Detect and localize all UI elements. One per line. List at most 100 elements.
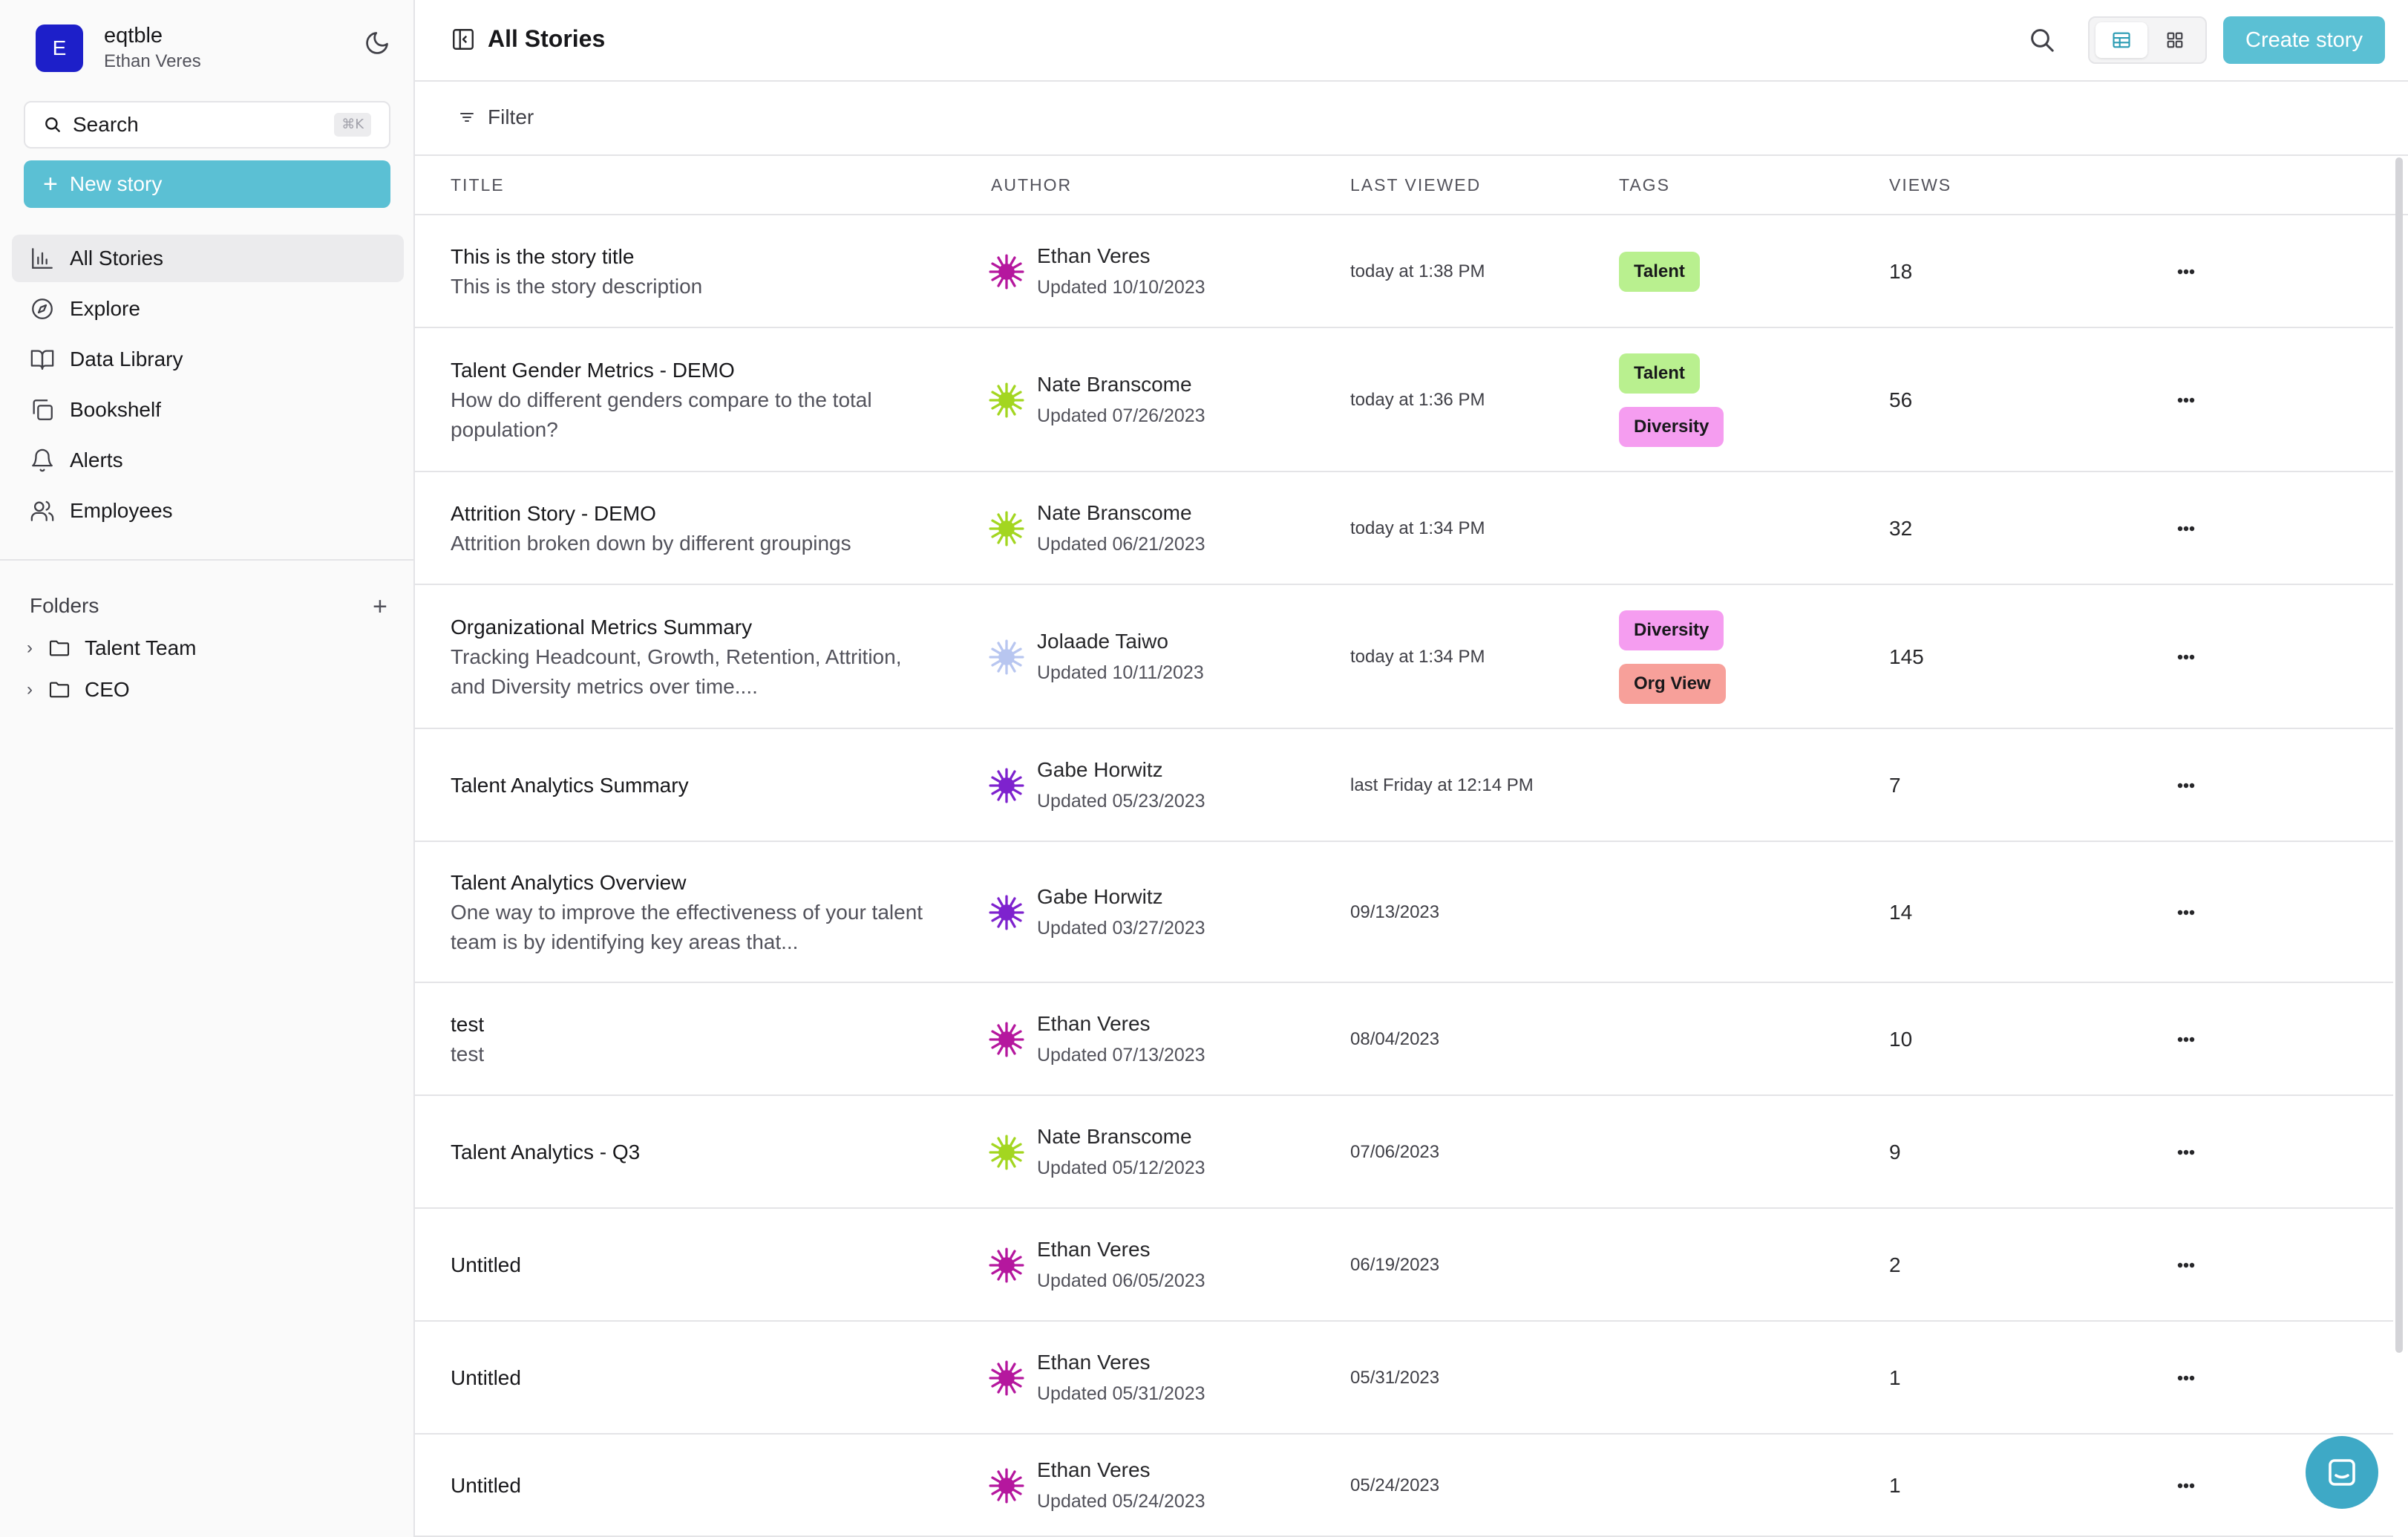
moon-icon[interactable] (364, 30, 390, 56)
chat-launcher-button[interactable] (2306, 1436, 2378, 1509)
table-view-button[interactable] (2095, 22, 2147, 58)
sidebar-item-all-stories[interactable]: All Stories (12, 235, 404, 282)
column-header-last-viewed[interactable]: LAST VIEWED (1350, 175, 1482, 195)
table-row[interactable]: Talent Analytics Overview One way to impr… (415, 842, 2393, 983)
filter-button[interactable]: Filter (458, 105, 534, 129)
author-name: Ethan Veres (1037, 1238, 1151, 1261)
table-row[interactable]: Attrition Story - DEMO Attrition broken d… (415, 472, 2393, 585)
create-story-button[interactable]: Create story (2223, 16, 2385, 64)
story-title-cell: Untitled (451, 1471, 926, 1501)
sidebar-item-bookshelf[interactable]: Bookshelf (12, 386, 404, 434)
sidebar-item-data-library[interactable]: Data Library (12, 336, 404, 383)
author-avatar-icon (989, 1360, 1024, 1396)
story-title[interactable]: test (451, 1013, 485, 1036)
search-icon[interactable] (2027, 25, 2057, 55)
sidebar-toggle-icon[interactable] (451, 27, 476, 52)
more-options-button[interactable] (2171, 264, 2201, 279)
table-row[interactable]: test test Ethan Veres Updated 07/13/2023 08/… (415, 983, 2393, 1096)
last-viewed: 06/19/2023 (1350, 1255, 1440, 1275)
author-name: Ethan Veres (1037, 1351, 1151, 1374)
updated-date: Updated 05/24/2023 (1037, 1491, 1205, 1512)
story-title[interactable]: Untitled (451, 1366, 521, 1389)
more-options-button[interactable] (2171, 521, 2201, 536)
story-title[interactable]: Talent Analytics Summary (451, 774, 689, 797)
table-row[interactable]: This is the story title This is the story… (415, 215, 2393, 328)
story-title[interactable]: Attrition Story - DEMO (451, 502, 656, 525)
more-options-button[interactable] (2171, 1145, 2201, 1160)
more-options-button[interactable] (2171, 1478, 2201, 1493)
column-header-author[interactable]: AUTHOR (991, 175, 1073, 195)
author-avatar-icon (989, 895, 1024, 930)
author-name: Gabe Horwitz (1037, 885, 1163, 908)
story-title-cell: Untitled (451, 1363, 926, 1393)
sidebar-item-label: All Stories (70, 247, 164, 270)
story-title[interactable]: Talent Gender Metrics - DEMO (451, 359, 735, 382)
chevron-right-icon[interactable]: › (27, 679, 33, 699)
tag-badge[interactable]: Talent (1619, 353, 1700, 394)
new-story-button[interactable]: + New story (24, 160, 390, 208)
column-header-tags[interactable]: TAGS (1619, 175, 1670, 195)
story-title[interactable]: Untitled (451, 1253, 521, 1276)
bell-icon (32, 448, 53, 472)
story-description: test (451, 1042, 485, 1066)
more-options-button[interactable] (2171, 650, 2201, 665)
filter-label: Filter (488, 105, 534, 128)
more-options-button[interactable] (2171, 905, 2201, 920)
table-row[interactable]: Talent Gender Metrics - DEMO How do diffe… (415, 328, 2393, 472)
story-title-cell: Talent Analytics - Q3 (451, 1138, 926, 1167)
tag-badge[interactable]: Diversity (1619, 610, 1724, 650)
author-cell: Ethan Veres Updated 05/31/2023 (988, 1347, 1205, 1409)
sidebar-item-explore[interactable]: Explore (12, 285, 404, 333)
search-input[interactable]: Search ⌘K (24, 101, 390, 149)
story-title[interactable]: This is the story title (451, 245, 635, 268)
table-row[interactable]: Talent Analytics - Q3 Nate Branscome Updat… (415, 1096, 2393, 1209)
updated-date: Updated 06/21/2023 (1037, 534, 1205, 555)
add-folder-button[interactable]: + (373, 593, 387, 621)
updated-date: Updated 05/12/2023 (1037, 1158, 1205, 1178)
more-options-button[interactable] (2171, 393, 2201, 408)
author-avatar-icon (989, 639, 1024, 675)
folders-heading: Folders (30, 594, 99, 617)
grid-view-button[interactable] (2149, 22, 2201, 58)
table-header: TITLE AUTHOR LAST VIEWED TAGS VIEWS (415, 157, 2408, 215)
view-toggle (2088, 16, 2207, 64)
table-row[interactable]: Organizational Metrics Summary Tracking H… (415, 585, 2393, 729)
story-title-cell: This is the story title This is the story… (451, 242, 926, 301)
views-count: 9 (1889, 1140, 1901, 1164)
story-title[interactable]: Talent Analytics Overview (451, 871, 687, 894)
folder-talent-team[interactable]: › Talent Team (27, 633, 196, 663)
ellipsis-icon (2177, 783, 2195, 789)
table-row[interactable]: Untitled Ethan Veres Updated 05/31/2023 05/… (415, 1322, 2393, 1435)
table-row[interactable]: Untitled Ethan Veres Updated 05/24/2023 05/… (415, 1435, 2393, 1537)
tag-badge[interactable]: Org View (1619, 664, 1726, 704)
chat-icon (2329, 1459, 2355, 1486)
story-title[interactable]: Organizational Metrics Summary (451, 616, 753, 639)
table-row[interactable]: Untitled Ethan Veres Updated 06/05/2023 06/… (415, 1209, 2393, 1322)
story-title[interactable]: Talent Analytics - Q3 (451, 1140, 641, 1164)
chevron-right-icon[interactable]: › (27, 638, 33, 658)
tag-badge[interactable]: Talent (1619, 252, 1700, 292)
story-title[interactable]: Untitled (451, 1474, 521, 1497)
copy-icon (33, 399, 53, 420)
last-viewed: today at 1:36 PM (1350, 390, 1485, 410)
author-cell: Ethan Veres Updated 06/05/2023 (988, 1234, 1205, 1296)
sidebar-item-label: Data Library (70, 347, 183, 371)
author-name: Nate Branscome (1037, 1125, 1192, 1148)
more-options-button[interactable] (2171, 1371, 2201, 1386)
sidebar-item-alerts[interactable]: Alerts (12, 437, 404, 484)
scrollbar[interactable] (2395, 157, 2403, 1353)
more-options-button[interactable] (2171, 778, 2201, 793)
more-options-button[interactable] (2171, 1032, 2201, 1047)
workspace-switcher[interactable]: E eqtble Ethan Veres (36, 22, 201, 74)
author-avatar-icon (989, 768, 1024, 803)
tag-badge[interactable]: Diversity (1619, 407, 1724, 447)
table-row[interactable]: Talent Analytics Summary Gabe Horwitz Upda… (415, 729, 2393, 842)
views-count: 18 (1889, 260, 1913, 283)
sidebar-item-employees[interactable]: Employees (12, 487, 404, 535)
column-header-title[interactable]: TITLE (451, 175, 505, 195)
views-count: 56 (1889, 388, 1913, 411)
folder-ceo[interactable]: › CEO (27, 675, 130, 705)
more-options-button[interactable] (2171, 1258, 2201, 1273)
sidebar-divider (0, 559, 413, 561)
column-header-views[interactable]: VIEWS (1889, 175, 1952, 195)
